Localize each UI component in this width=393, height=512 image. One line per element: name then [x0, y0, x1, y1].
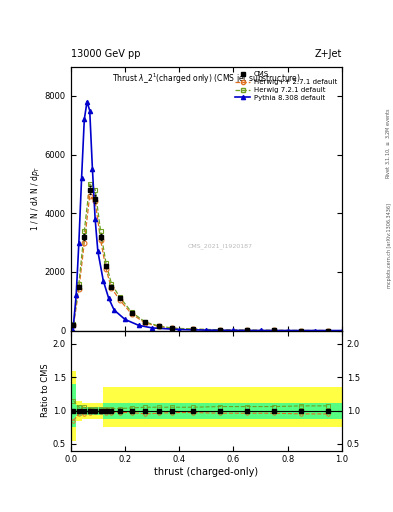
- Text: mcplots.cern.ch [arXiv:1306.3436]: mcplots.cern.ch [arXiv:1306.3436]: [387, 203, 392, 288]
- Text: 13000 GeV pp: 13000 GeV pp: [71, 49, 140, 59]
- Legend: CMS, Herwig++ 2.7.1 default, Herwig 7.2.1 default, Pythia 8.308 default: CMS, Herwig++ 2.7.1 default, Herwig 7.2.…: [234, 70, 338, 102]
- Text: Thrust $\lambda\_2^1$(charged only) (CMS jet substructure): Thrust $\lambda\_2^1$(charged only) (CMS…: [112, 72, 301, 86]
- X-axis label: thrust (charged-only): thrust (charged-only): [154, 467, 258, 477]
- Y-axis label: 1 / $\mathrm{N}$ / $\mathrm{d}\lambda$ $\mathrm{N}$ / $\mathrm{d}p_T$: 1 / $\mathrm{N}$ / $\mathrm{d}\lambda$ $…: [29, 166, 42, 231]
- Y-axis label: Ratio to CMS: Ratio to CMS: [41, 364, 50, 417]
- Text: Rivet 3.1.10, $\geq$ 3.2M events: Rivet 3.1.10, $\geq$ 3.2M events: [385, 108, 392, 179]
- Text: Z+Jet: Z+Jet: [314, 49, 342, 59]
- Text: CMS_2021_I1920187: CMS_2021_I1920187: [187, 243, 252, 249]
